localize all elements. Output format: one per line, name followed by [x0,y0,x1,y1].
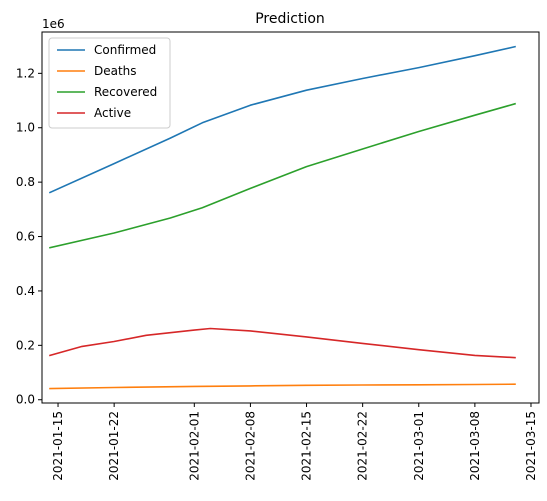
x-tick-label: 2021-02-01 [187,411,201,481]
y-axis-offset-label: 1e6 [42,17,65,31]
y-tick-label: 1.2 [16,66,35,80]
series-line-recovered [49,102,516,249]
x-tick-label: 2021-02-15 [300,411,314,481]
x-tick-label: 2021-03-08 [468,411,482,481]
legend: Confirmed Deaths Recovered Active [48,37,171,129]
y-tick-label: 0.4 [16,284,35,298]
x-tick-label: 2021-02-08 [243,411,257,481]
series-line-active [49,327,516,359]
y-tick-label: 0.2 [16,338,35,352]
y-tick-label: 0.6 [16,230,35,244]
legend-label-active: Active [94,106,131,120]
y-tick-label: 0.8 [16,175,35,189]
y-tick-label: 1.0 [16,121,35,135]
plot-frame [41,31,540,404]
legend-label-confirmed: Confirmed [94,43,156,57]
legend-box [48,37,171,129]
legend-label-recovered: Recovered [94,85,157,99]
x-tick-label: 2021-03-15 [524,411,538,481]
chart-title: Prediction [255,11,325,27]
axes-layer: 0.0 0.2 0.4 0.6 0.8 1.0 1.2 2021-01-15 2021-01-2… [16,31,540,481]
series-line-confirmed [48,45,516,194]
x-tick-label: 2021-03-01 [412,411,426,481]
x-tick-label: 2021-01-22 [107,411,121,481]
x-tick-label: 2021-02-22 [356,411,370,481]
y-tick-label: 0.0 [16,393,35,407]
series-line-deaths [49,383,516,390]
x-tick-label: 2021-01-15 [51,411,65,481]
series-layer [48,45,516,390]
legend-label-deaths: Deaths [94,64,137,78]
